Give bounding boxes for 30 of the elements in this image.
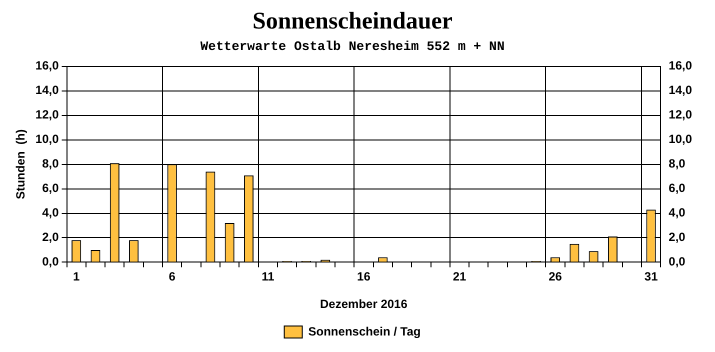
- y2-tick-label: 12,0: [668, 108, 692, 122]
- x-tick-label: 21: [452, 270, 466, 284]
- y2-tick-label: 8,0: [668, 156, 686, 171]
- x-axis-title: Dezember 2016: [320, 297, 408, 312]
- y-tick-label: 6,0: [42, 181, 60, 196]
- y2-tick-label: 0,0: [668, 254, 686, 269]
- y2-tick-label: 4,0: [668, 206, 686, 220]
- y-tick-label: 16,0: [35, 58, 60, 73]
- y2-tick-label: 2,0: [668, 230, 686, 244]
- x-tick-label: 16: [357, 270, 371, 284]
- y2-tick-label: 16,0: [668, 58, 692, 73]
- x-tick-label: 31: [644, 270, 658, 284]
- y2-tick-label: 6,0: [668, 181, 686, 196]
- x-tick-label: 1: [72, 270, 80, 284]
- legend-label: Sonnenschein / Tag: [308, 324, 421, 338]
- x-tick-label: 26: [548, 270, 562, 284]
- y2-tick-label: 14,0: [668, 83, 692, 98]
- y-tick-label: 12,0: [35, 108, 60, 122]
- x-tick-label: 11: [262, 270, 275, 284]
- y-tick-label: 0,0: [42, 254, 60, 269]
- y-axis-title: Stunden (h): [14, 129, 28, 200]
- chart-subtitle: Wetterwarte Ostalb Neresheim 552 m + NN: [200, 38, 505, 54]
- y2-tick-label: 10,0: [668, 132, 692, 146]
- y-tick-label: 14,0: [35, 83, 60, 98]
- y-tick-label: 2,0: [42, 230, 60, 244]
- y-tick-label: 10,0: [35, 132, 60, 146]
- y-tick-label: 8,0: [42, 156, 60, 171]
- y-tick-label: 4,0: [42, 206, 60, 220]
- chart-title: Sonnenscheindauer: [252, 8, 453, 35]
- x-tick-label: 6: [168, 270, 176, 284]
